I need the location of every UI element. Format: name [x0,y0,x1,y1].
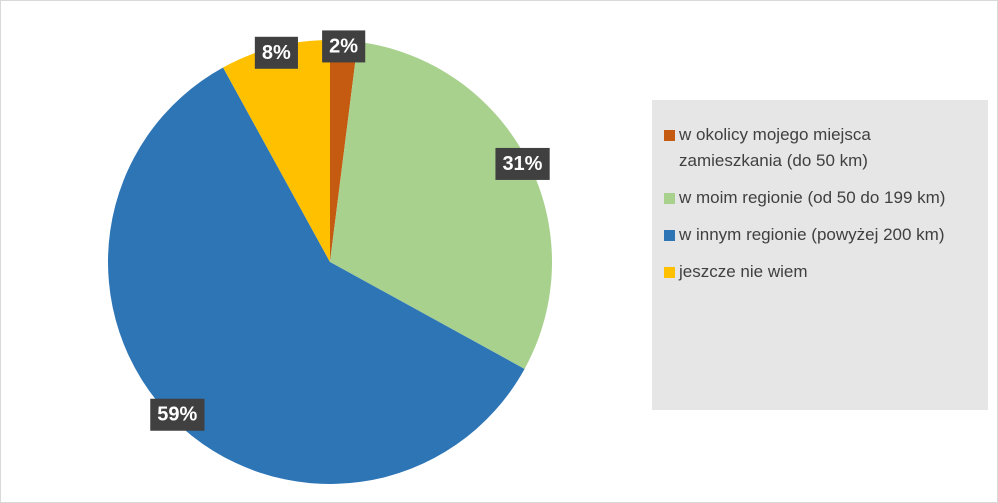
data-label: 31% [495,147,550,180]
data-label-box [254,36,298,69]
legend-item: w innym regionie (powyżej 200 km) [664,222,978,248]
data-label: 59% [150,398,205,431]
data-label-box [495,147,550,180]
legend-label: w innym regionie (powyżej 200 km) [679,225,945,244]
pie-slice [107,67,525,485]
legend-label: w okolicy mojego miejsca zamieszkania (d… [679,125,871,170]
legend-swatch [664,267,675,278]
legend-swatch [664,193,675,204]
pie-slice [223,40,330,262]
data-label: 8% [254,36,298,69]
pie-slice [330,40,358,262]
legend-item: jeszcze nie wiem [664,259,978,285]
data-label-text: 31% [502,153,542,175]
legend-item: w moim regionie (od 50 do 199 km) [664,185,978,211]
legend-item: w okolicy mojego miejsca zamieszkania (d… [664,122,978,174]
legend-swatch [664,130,675,141]
legend-label: jeszcze nie wiem [679,262,808,281]
legend-swatch [664,230,675,241]
data-label: 2% [322,30,366,63]
legend-label: w moim regionie (od 50 do 199 km) [679,188,946,207]
data-label-text: 59% [157,404,197,426]
data-label-text: 2% [329,35,358,57]
legend: w okolicy mojego miejsca zamieszkania (d… [652,100,988,410]
data-label-box [322,30,366,63]
data-label-box [150,398,205,431]
data-label-text: 8% [262,42,291,64]
pie-slice [330,41,552,369]
